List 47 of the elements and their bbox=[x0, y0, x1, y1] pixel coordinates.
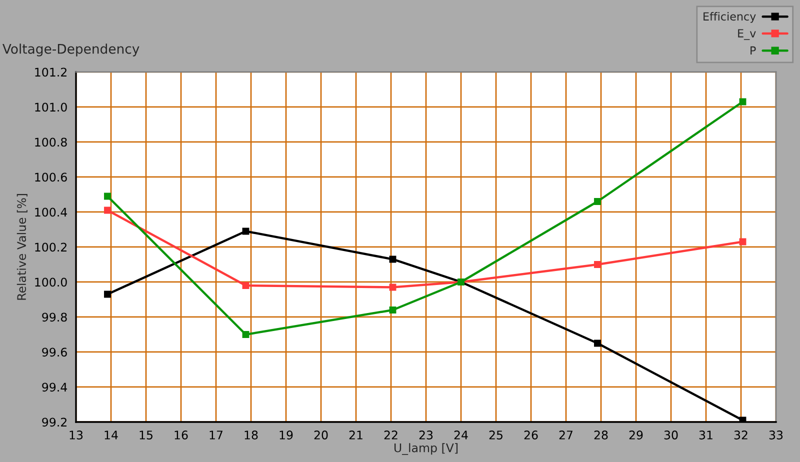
point bbox=[242, 282, 250, 289]
x-tick-label: 17 bbox=[210, 430, 222, 440]
y-tick-label: 100.2 bbox=[35, 242, 66, 252]
x-tick-label: 22 bbox=[384, 430, 398, 440]
legend-label: P bbox=[750, 46, 756, 55]
x-tick-label: 23 bbox=[419, 430, 433, 440]
x-tick-label: 25 bbox=[489, 430, 502, 440]
x-tick-label: 33 bbox=[769, 430, 783, 440]
x-tick-label: 30 bbox=[664, 430, 678, 440]
y-tick-label: 100.8 bbox=[35, 138, 67, 147]
x-tick-label: 16 bbox=[174, 430, 188, 440]
y-tick-label: 101.0 bbox=[35, 102, 67, 112]
x-tick-label: 18 bbox=[244, 430, 258, 440]
point bbox=[389, 306, 396, 314]
y-tick-label: 99.6 bbox=[42, 348, 67, 357]
x-tick-label: 13 bbox=[70, 430, 83, 440]
y-tick-label: 101.2 bbox=[35, 68, 66, 77]
x-tick-label: 24 bbox=[454, 430, 468, 440]
x-tick-label: 32 bbox=[734, 430, 748, 440]
x-axis-title: U_lamp [V] bbox=[394, 443, 458, 455]
y-axis-title: Relative Value [%] bbox=[16, 194, 28, 300]
point bbox=[594, 198, 601, 205]
point bbox=[594, 340, 601, 347]
x-tick-label: 29 bbox=[629, 430, 643, 440]
chart-title: Voltage-Dependency bbox=[2, 44, 140, 56]
y-tick-label: 100.0 bbox=[35, 278, 67, 287]
point bbox=[104, 192, 111, 200]
x-tick-label: 31 bbox=[699, 430, 712, 440]
x-tick-label: 19 bbox=[280, 430, 293, 440]
y-tick-label: 100.4 bbox=[35, 208, 68, 217]
x-tick-label: 26 bbox=[524, 430, 538, 440]
x-tick-label: 20 bbox=[314, 430, 328, 440]
legend-label: Efficiency bbox=[704, 12, 756, 23]
point bbox=[104, 290, 111, 298]
legend-label: E_v bbox=[738, 29, 756, 40]
x-tick-label: 27 bbox=[559, 430, 572, 440]
y-tick-label: 100.6 bbox=[35, 172, 67, 182]
y-tick-label: 99.8 bbox=[42, 312, 67, 322]
point bbox=[104, 206, 111, 214]
x-tick-label: 28 bbox=[594, 430, 608, 440]
x-tick-label: 15 bbox=[140, 430, 152, 440]
point bbox=[242, 331, 250, 338]
y-tick-label: 99.2 bbox=[42, 418, 66, 427]
y-tick-label: 99.4 bbox=[42, 382, 68, 392]
x-tick-label: 21 bbox=[349, 430, 362, 440]
x-tick-label: 14 bbox=[104, 430, 118, 440]
point bbox=[594, 261, 601, 268]
